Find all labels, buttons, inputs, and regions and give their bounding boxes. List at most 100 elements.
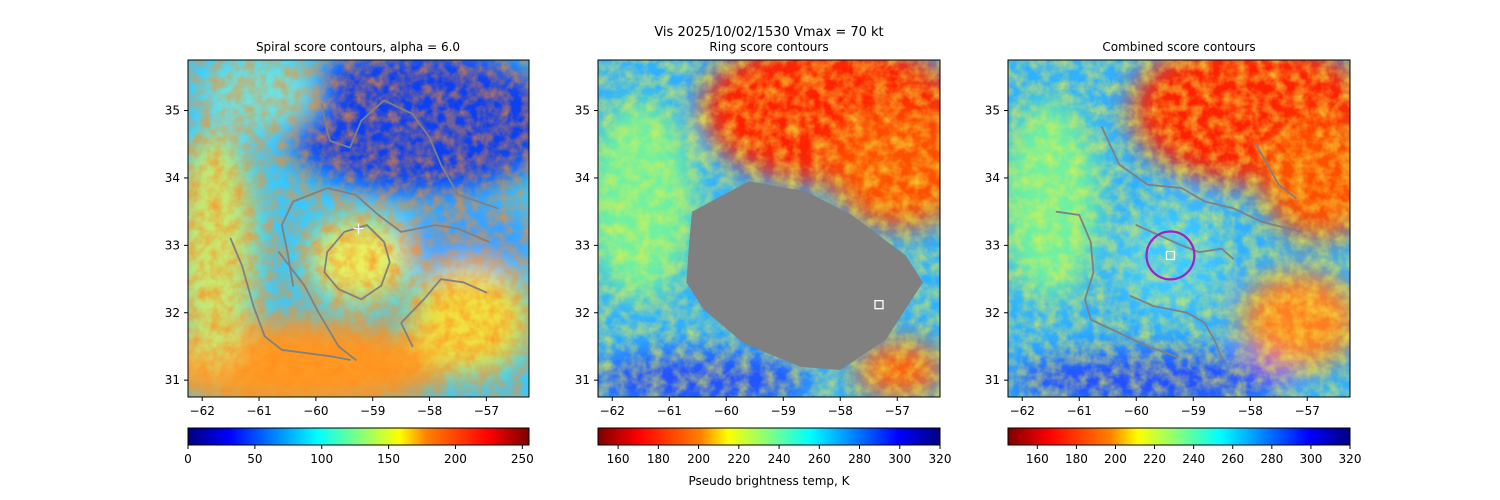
ring-colorbar-tick-label: 200 <box>687 452 710 466</box>
combined-colorbar-tick-label: 300 <box>1299 452 1322 466</box>
combined-contours <box>1055 126 1303 361</box>
combined-ring-marker <box>1145 230 1196 281</box>
ring-colorbar-tick-label: 260 <box>808 452 831 466</box>
spiral-y-axis: 31 32 33 34 35 <box>165 104 188 387</box>
combined-x-tick-label: −61 <box>1067 404 1092 418</box>
combined-contour-line <box>1135 224 1235 260</box>
spiral-y-tick-label: 32 <box>165 306 180 320</box>
ring-colorbar-tick-label: 300 <box>888 452 911 466</box>
spiral-colorbar-tick-label: 150 <box>377 452 400 466</box>
combined-contour-line <box>1101 126 1303 233</box>
colorbar-label: Pseudo brightness temp, K <box>688 474 850 488</box>
spiral-contour-line <box>277 251 357 361</box>
ring-x-tick-label: −57 <box>885 404 910 418</box>
panel-combined: Combined score contours −62 −61 −60 −59 −58−… <box>985 40 1362 466</box>
combined-y-tick-label: 34 <box>985 171 1000 185</box>
spiral-colorbar-tick-label: 200 <box>444 452 467 466</box>
ring-x-axis: −62 −61 −60 −59 −58 −57 <box>600 397 910 418</box>
ring-x-tick-label: −59 <box>771 404 796 418</box>
spiral-imagery <box>188 60 529 397</box>
combined-center-marker <box>1165 250 1176 261</box>
spiral-contours <box>229 99 499 361</box>
spiral-y-tick-label: 34 <box>165 171 180 185</box>
ring-x-tick-label: −58 <box>828 404 853 418</box>
panel-title-ring: Ring score contours <box>709 40 828 54</box>
spiral-center-marker <box>353 223 364 234</box>
combined-contour-line <box>1129 294 1223 361</box>
combined-colorbar-tick-label: 220 <box>1143 452 1166 466</box>
combined-colorbar-tick-label: 160 <box>1026 452 1049 466</box>
ring-x-tick-label: −60 <box>714 404 739 418</box>
spiral-colorbar-tick-label: 100 <box>310 452 333 466</box>
spiral-x-tick-label: −59 <box>360 404 385 418</box>
ring-colorbar-tick-label: 280 <box>848 452 871 466</box>
combined-contour-line <box>1055 210 1178 358</box>
ring-y-tick-label: 34 <box>575 171 590 185</box>
ring-plot-frame <box>597 59 941 398</box>
ring-y-axis: 31 32 33 34 35 <box>575 104 598 387</box>
spiral-contour-line <box>280 187 491 287</box>
combined-colorbar-ticks: 160 180 200 220 240 260 280 300 320 <box>1026 445 1362 466</box>
center-square-marker <box>1165 250 1176 261</box>
spiral-contour-line <box>320 99 499 210</box>
combined-colorbar-tick-label: 260 <box>1221 452 1244 466</box>
center-square-marker <box>874 300 884 310</box>
figure-title: Vis 2025/10/02/1530 Vmax = 70 kt <box>654 25 883 40</box>
combined-x-tick-label: −58 <box>1238 404 1263 418</box>
panel-ring: Ring score contours −62 −61 −60 −59 −58 −57 3… <box>575 40 952 488</box>
spiral-x-tick-label: −60 <box>303 404 328 418</box>
combined-colorbar-tick-label: 180 <box>1065 452 1088 466</box>
ring-colorbar-tick-label: 320 <box>929 452 952 466</box>
ring-mask-region <box>686 181 923 370</box>
combined-plot-frame <box>1007 59 1351 398</box>
combined-colorbar-tick-label: 240 <box>1182 452 1205 466</box>
ring-x-tick-label: −62 <box>600 404 625 418</box>
combined-colorbar: 160 180 200 220 240 260 280 300 320 <box>1007 427 1362 466</box>
combined-y-tick-label: 31 <box>985 373 1000 387</box>
ring-y-tick-label: 31 <box>575 373 590 387</box>
panel-title-spiral: Spiral score contours, alpha = 6.0 <box>256 40 460 54</box>
ring-circle <box>1145 230 1196 281</box>
spiral-x-tick-label: −57 <box>474 404 499 418</box>
spiral-contour-line <box>229 237 351 361</box>
spiral-colorbar-tick-label: 250 <box>511 452 534 466</box>
ring-colorbar: 160 180 200 220 240 260 280 300 320 Pseudo brigh… <box>597 427 952 488</box>
spiral-colorbar-ticks: 0 50 100 150 200 250 <box>184 445 534 466</box>
spiral-contour-line <box>400 278 488 348</box>
combined-y-axis: 31 32 33 34 35 <box>985 104 1008 387</box>
ring-y-tick-label: 32 <box>575 306 590 320</box>
center-plus-marker <box>353 223 364 234</box>
spiral-y-tick-label: 33 <box>165 238 180 252</box>
spiral-contour-line <box>323 224 391 301</box>
spiral-x-axis: −62 −61 −60 −59 −58 −57 <box>190 397 499 418</box>
combined-y-tick-label: 32 <box>985 306 1000 320</box>
combined-colorbar-tick-label: 280 <box>1260 452 1283 466</box>
combined-x-axis: −62 −61 −60 −59 −58 −57 <box>1010 397 1320 418</box>
ring-imagery <box>598 60 940 397</box>
spiral-plot-frame <box>187 59 530 398</box>
combined-x-tick-label: −57 <box>1295 404 1320 418</box>
ring-center-marker <box>874 300 884 310</box>
ring-colorbar-ticks: 160 180 200 220 240 260 280 300 320 <box>607 445 952 466</box>
spiral-x-tick-label: −61 <box>246 404 271 418</box>
spiral-y-tick-label: 35 <box>165 104 180 118</box>
spiral-y-tick-label: 31 <box>165 373 180 387</box>
combined-x-tick-label: −62 <box>1010 404 1035 418</box>
combined-colorbar-tick-label: 320 <box>1339 452 1362 466</box>
ring-colorbar-tick-label: 240 <box>768 452 791 466</box>
spiral-colorbar-tick-label: 50 <box>247 452 262 466</box>
combined-x-tick-label: −59 <box>1181 404 1206 418</box>
panel-spiral: Spiral score contours, alpha = 6.0 −62 −6… <box>165 40 534 466</box>
spiral-colorbar: 0 50 100 150 200 250 <box>184 427 534 466</box>
combined-colorbar-tick-label: 200 <box>1104 452 1127 466</box>
spiral-colorbar-tick-label: 0 <box>184 452 192 466</box>
combined-y-tick-label: 35 <box>985 104 1000 118</box>
spiral-x-tick-label: −62 <box>190 404 215 418</box>
combined-contour-line <box>1255 143 1297 200</box>
combined-y-tick-label: 33 <box>985 238 1000 252</box>
combined-x-tick-label: −60 <box>1124 404 1149 418</box>
combined-imagery <box>1008 60 1350 397</box>
ring-x-tick-label: −61 <box>657 404 682 418</box>
spiral-x-tick-label: −58 <box>417 404 442 418</box>
